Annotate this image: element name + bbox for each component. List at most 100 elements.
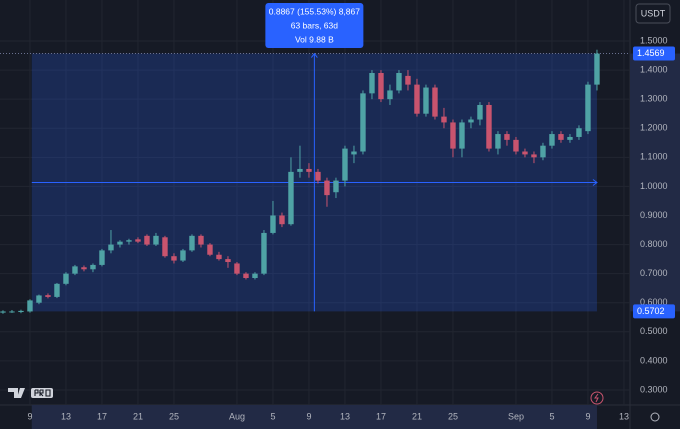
candle-body — [531, 154, 537, 158]
candle-body — [360, 93, 366, 152]
candle-body — [117, 241, 123, 245]
candle-body — [99, 250, 105, 265]
y-tick-label: 0.3000 — [640, 384, 668, 394]
candle-body — [45, 295, 51, 297]
y-tick-label: 0.7000 — [640, 268, 668, 278]
alert-icon-bolt — [594, 393, 599, 403]
candle-body — [369, 72, 375, 94]
x-tick-label: 5 — [270, 411, 275, 421]
candle-body — [558, 134, 564, 140]
x-tick-label: 25 — [169, 411, 179, 421]
x-tick-label: 9 — [306, 411, 311, 421]
candle-body — [396, 72, 402, 91]
candle-body — [423, 87, 429, 114]
candle-body — [90, 264, 96, 270]
candle-body — [189, 235, 195, 251]
y-tick-label: 0.5000 — [640, 326, 668, 336]
candle-body — [315, 171, 321, 181]
tooltip-line: Vol 9.88 B — [295, 34, 334, 44]
y-tick-label: 0.8000 — [640, 239, 668, 249]
candle-body — [495, 134, 501, 149]
candle-body — [459, 122, 465, 149]
price-label-box — [633, 46, 675, 61]
y-tick-label: 0.9000 — [640, 210, 668, 220]
x-tick-label: Aug — [229, 411, 245, 421]
candle-body — [477, 104, 483, 120]
candle-body — [225, 259, 231, 263]
candle-body — [180, 250, 186, 261]
candle-body — [522, 151, 528, 155]
y-tick-label: 1.1000 — [640, 152, 668, 162]
candle-body — [198, 235, 204, 245]
candle-body — [351, 151, 357, 155]
candle-body — [333, 180, 339, 193]
candle-body — [279, 215, 285, 225]
x-tick-label: 21 — [412, 411, 422, 421]
candle-body — [486, 104, 492, 149]
x-tick-label: Sep — [508, 411, 524, 421]
candle-body — [54, 283, 60, 297]
candle-body — [81, 267, 87, 270]
x-range-highlight — [31, 405, 597, 429]
candle-body — [234, 263, 240, 274]
arrow — [310, 52, 318, 58]
x-tick-label: 17 — [376, 411, 386, 421]
currency-button[interactable] — [635, 3, 671, 24]
alert-icon[interactable] — [590, 391, 604, 405]
y-tick-label: 1.5000 — [640, 35, 668, 45]
candle-body — [504, 134, 510, 140]
settings-icon[interactable] — [650, 412, 660, 422]
candle-body — [243, 273, 249, 279]
y-tick-label: 1.3000 — [640, 94, 668, 104]
tv-logo — [8, 388, 53, 398]
candle-body — [153, 235, 159, 245]
x-tick-label: 5 — [549, 411, 554, 421]
x-tick-label: 17 — [97, 411, 107, 421]
candle-body — [0, 311, 6, 313]
candle-body — [207, 244, 213, 255]
tooltip-line: 0.8867 (155.53%) 8,867 — [269, 6, 360, 16]
candle-body — [594, 53, 600, 85]
x-tick-label: 9 — [585, 411, 590, 421]
candle-body — [432, 87, 438, 117]
measure-tooltip — [265, 3, 364, 48]
candle-body — [18, 310, 24, 313]
x-tick-label: 13 — [340, 411, 350, 421]
y-tick-label: 1.0000 — [640, 181, 668, 191]
candle-body — [513, 139, 519, 152]
candle-body — [567, 136, 573, 140]
x-tick-label: 25 — [448, 411, 458, 421]
y-tick-label: 1.4000 — [640, 64, 668, 74]
x-tick-label: 13 — [61, 411, 71, 421]
candle-body — [108, 244, 114, 251]
candle-body — [414, 84, 420, 114]
y-tick-label: 0.6000 — [640, 297, 668, 307]
candle-body — [540, 145, 546, 158]
y-tick-label: 0.4000 — [640, 355, 668, 365]
candle-body — [576, 128, 582, 137]
candle-body — [144, 235, 150, 245]
x-tick-label: 9 — [27, 411, 32, 421]
price-label: 1.4569 — [637, 48, 665, 58]
tooltip-line: 63 bars, 63d — [291, 20, 339, 30]
candle-body — [162, 237, 168, 257]
candle-body — [378, 72, 384, 100]
candle-body — [135, 239, 141, 242]
candle-body — [585, 84, 591, 132]
price-label: 0.5702 — [637, 306, 665, 316]
candle-body — [63, 273, 69, 284]
arrow — [592, 179, 598, 186]
candle-body — [468, 119, 474, 123]
candle-body — [216, 254, 222, 260]
candle-body — [387, 90, 393, 100]
candle-body — [126, 240, 132, 242]
x-tick-label: 21 — [133, 411, 143, 421]
candle-body — [72, 266, 78, 274]
candle-body — [441, 116, 447, 123]
candle-body — [405, 75, 411, 85]
candle-body — [270, 215, 276, 233]
currency-label: USDT — [641, 8, 666, 18]
candle-body — [324, 180, 330, 196]
y-tick-label: 1.2000 — [640, 123, 668, 133]
